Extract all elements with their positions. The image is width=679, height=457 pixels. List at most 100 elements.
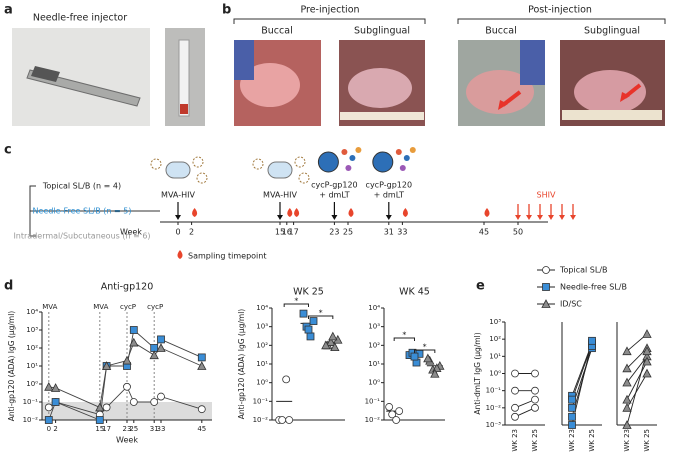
x-tick-label: 0	[47, 425, 51, 433]
sampling-drop	[294, 208, 300, 217]
x-tick-label: WK 23	[511, 429, 519, 452]
legend-label: ID/SC	[560, 300, 582, 309]
data-point	[392, 416, 401, 424]
y-tick-label: 10⁻²	[253, 416, 269, 424]
virus-icon	[267, 161, 293, 179]
data-point	[44, 381, 54, 391]
y-tick-label: 10⁻²	[365, 416, 381, 424]
data-point	[622, 394, 632, 404]
data-point	[129, 337, 139, 347]
timeline-tick-label: 0	[175, 228, 180, 237]
data-point	[568, 403, 576, 412]
y-tick-label: 10¹	[256, 360, 268, 368]
data-point	[511, 369, 519, 378]
data-point	[531, 369, 539, 378]
data-point	[306, 332, 315, 341]
y-tick-label: 10⁻²	[23, 416, 39, 424]
y-tick-label: 10⁰	[256, 379, 268, 387]
x-tick-label: WK 23	[623, 429, 631, 452]
x-tick-label: WK 25	[643, 429, 651, 452]
timeline-tick-label: 25	[343, 228, 353, 237]
data-point	[95, 402, 105, 412]
event-label: MVA-HIV	[263, 191, 297, 200]
chart-title: WK 45	[399, 287, 430, 298]
y-tick-label: 10³	[368, 323, 380, 331]
legend-marker	[542, 283, 550, 291]
event-label: + dmLT	[374, 191, 404, 200]
y-tick-label: 10⁻¹	[365, 397, 381, 405]
data-point	[95, 416, 104, 424]
chart-title: Anti-gp120	[101, 282, 154, 293]
event-arrowhead	[331, 215, 338, 220]
timeline-tick-label: 16	[282, 228, 292, 237]
data-point	[642, 346, 652, 356]
sampling-drop	[287, 208, 293, 217]
virus-icon	[294, 156, 306, 168]
data-point	[304, 325, 313, 334]
event-arrowhead	[175, 215, 181, 220]
panel-title: Needle-free injector	[33, 13, 127, 24]
y-tick-label: 10⁴	[368, 304, 380, 312]
data-point	[278, 416, 287, 424]
challenge-label: SHIV	[537, 191, 556, 200]
y-tick-label: 10²	[256, 341, 268, 349]
site-label: Subglingual	[354, 26, 410, 37]
data-point	[388, 410, 397, 419]
timeline-tick-label: 45	[479, 228, 489, 237]
data-point	[122, 355, 132, 365]
significance-label: *	[402, 331, 406, 340]
x-tick-label: 15	[95, 425, 104, 433]
sampling-drop	[402, 208, 408, 217]
data-point	[568, 412, 576, 421]
data-point	[123, 382, 131, 391]
protein-icon	[341, 149, 348, 155]
panel-label: e	[476, 279, 485, 294]
data-point	[410, 352, 419, 361]
x-tick-label: WK 25	[588, 429, 596, 452]
x-tick-label: WK 23	[568, 429, 576, 452]
data-point	[285, 416, 294, 424]
y-tick-label: 10¹	[489, 352, 501, 360]
x-tick-label: 31	[150, 425, 159, 433]
data-point	[511, 412, 519, 421]
significance-label: *	[423, 343, 427, 352]
data-point	[150, 398, 159, 406]
data-point	[299, 309, 308, 318]
data-point	[511, 403, 519, 412]
significance-label: *	[294, 297, 298, 306]
data-point	[642, 356, 652, 366]
sampling-drop	[177, 250, 183, 259]
data-point	[622, 420, 632, 429]
data-point	[309, 317, 318, 325]
data-point	[568, 395, 576, 404]
legend-label: Topical SL/B	[559, 266, 608, 275]
group-title: Post-injection	[528, 5, 592, 16]
oral-photos	[234, 40, 665, 126]
virus-icon	[196, 172, 208, 184]
panel-label: a	[4, 3, 13, 18]
x-tick-label: 45	[197, 425, 206, 433]
cohort-label: Intradermal/Subcutaneous (n = 6)	[13, 232, 150, 241]
lod-shade	[42, 402, 212, 420]
x-axis-label: Week	[116, 436, 138, 445]
data-point	[197, 405, 206, 414]
data-point	[328, 331, 338, 341]
legend-label: Needle-free SL/B	[560, 283, 627, 292]
data-point	[385, 403, 394, 411]
pair-line	[626, 351, 648, 426]
annotation-label: MVA	[42, 303, 57, 311]
y-tick-label: 10²	[26, 344, 38, 352]
data-point	[101, 361, 112, 370]
protein-icon	[395, 149, 402, 155]
timeline-tick-label: 15	[275, 228, 285, 237]
significance-label: *	[319, 309, 323, 318]
protein-icon	[399, 165, 406, 171]
x-tick-label: 33	[157, 425, 166, 433]
protein-icon	[355, 147, 362, 153]
panel-label: d	[4, 279, 13, 294]
data-point	[531, 395, 539, 404]
y-tick-label: 10²	[489, 335, 501, 343]
injector-photo	[12, 28, 205, 126]
y-tick-label: 10³	[26, 326, 38, 334]
challenge-arrowhead	[559, 215, 565, 220]
